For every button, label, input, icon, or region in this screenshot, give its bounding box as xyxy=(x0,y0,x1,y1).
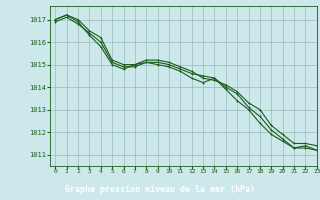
Text: Graphe pression niveau de la mer (hPa): Graphe pression niveau de la mer (hPa) xyxy=(65,185,255,194)
